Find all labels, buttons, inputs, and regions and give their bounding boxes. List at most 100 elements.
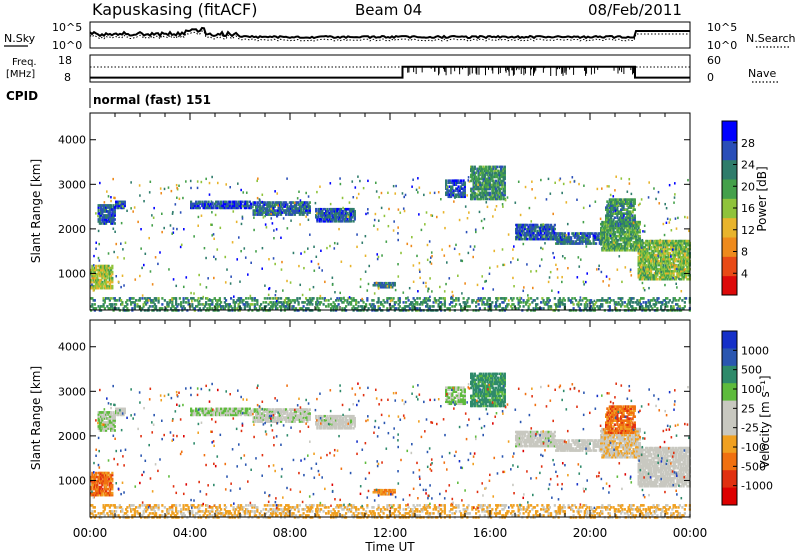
power-cell xyxy=(488,191,491,195)
power-cell xyxy=(98,222,101,225)
power-cell xyxy=(293,213,296,216)
power-cell xyxy=(329,182,332,185)
power-cell xyxy=(530,297,533,300)
power-cell xyxy=(470,173,473,177)
power-cell xyxy=(602,280,604,283)
power-cell xyxy=(288,201,291,204)
power-cell xyxy=(526,233,529,237)
power-cell xyxy=(589,235,591,239)
power-cell xyxy=(485,193,488,197)
power-cell xyxy=(95,276,98,280)
power-cell xyxy=(120,204,123,208)
power-cell xyxy=(573,180,576,183)
power-cell xyxy=(97,286,100,290)
power-cell xyxy=(227,206,230,210)
power-cell xyxy=(352,207,355,211)
power-cell xyxy=(102,282,105,286)
power-cell xyxy=(356,233,358,236)
power-cell xyxy=(102,208,105,211)
power-cell xyxy=(332,209,335,213)
power-cell xyxy=(429,191,431,195)
power-cell xyxy=(336,242,339,245)
power-cell xyxy=(541,225,544,229)
power-cell xyxy=(377,219,380,222)
power-cell xyxy=(460,195,463,199)
power-cell xyxy=(388,285,391,289)
power-cell xyxy=(91,284,94,288)
power-cell xyxy=(480,169,483,173)
power-cell xyxy=(102,222,105,225)
power-cell xyxy=(522,223,525,227)
power-cell xyxy=(117,200,120,204)
power-cell xyxy=(237,200,240,204)
power-cell xyxy=(210,204,213,208)
power-cell xyxy=(542,307,545,310)
power-cell xyxy=(429,277,431,280)
power-cell xyxy=(277,204,279,207)
power-cell xyxy=(143,199,145,203)
power-cell xyxy=(112,208,115,211)
power-cell xyxy=(481,175,484,179)
nave-rtick-bottom: 0 xyxy=(707,71,714,84)
power-cell xyxy=(656,277,659,281)
noise-ytick-bottom: 10^0 xyxy=(52,39,82,52)
power-cell xyxy=(318,211,321,215)
power-cell xyxy=(656,307,659,310)
power-cell xyxy=(501,203,504,206)
power-cell xyxy=(538,229,541,233)
power-cell xyxy=(567,297,570,300)
power-cell xyxy=(365,212,367,216)
power-cell xyxy=(445,181,448,185)
power-cell xyxy=(110,204,113,207)
power-cell xyxy=(342,206,344,210)
power-cell xyxy=(206,206,209,210)
power-cell xyxy=(197,297,200,300)
power-cell xyxy=(96,278,99,282)
power-cell xyxy=(326,219,329,223)
power-cell xyxy=(470,193,473,197)
power-cell xyxy=(282,209,285,212)
power-cell xyxy=(90,270,93,274)
power-cell xyxy=(412,264,415,267)
power-cell xyxy=(240,249,242,253)
power-cell xyxy=(103,268,106,272)
power-cell xyxy=(278,209,281,212)
power-cell xyxy=(383,214,386,218)
power-cell xyxy=(235,202,238,206)
power-cell xyxy=(93,286,96,290)
power-cell xyxy=(185,301,188,304)
power-cell xyxy=(101,272,104,276)
power-cell xyxy=(100,208,103,211)
power-cell xyxy=(281,203,284,206)
power-cell xyxy=(242,299,245,302)
power-cell xyxy=(189,179,192,183)
power-cell xyxy=(335,211,338,215)
power-cell xyxy=(482,175,485,179)
power-cell xyxy=(494,208,497,211)
power-cell xyxy=(536,303,539,306)
power-cell xyxy=(617,203,620,207)
power-cell xyxy=(240,222,243,226)
power-cell xyxy=(106,266,109,270)
power-cell xyxy=(477,303,480,306)
power-cell xyxy=(170,189,173,193)
power-cell xyxy=(101,218,104,221)
power-cell xyxy=(221,204,224,208)
power-cell xyxy=(478,307,481,310)
power-cell xyxy=(476,187,479,191)
power-cell xyxy=(476,283,479,287)
power-cell xyxy=(490,185,493,189)
power-cell xyxy=(300,207,303,210)
power-cell xyxy=(357,175,359,178)
power-cell xyxy=(134,278,137,281)
power-cell xyxy=(331,209,334,213)
power-cell xyxy=(93,278,96,282)
power-cell xyxy=(92,276,94,280)
power-cell xyxy=(97,220,100,223)
power-cell xyxy=(144,252,147,256)
power-cell xyxy=(525,237,528,241)
power-cell xyxy=(298,205,301,208)
power-cell xyxy=(163,187,166,191)
power-cell xyxy=(445,186,448,189)
